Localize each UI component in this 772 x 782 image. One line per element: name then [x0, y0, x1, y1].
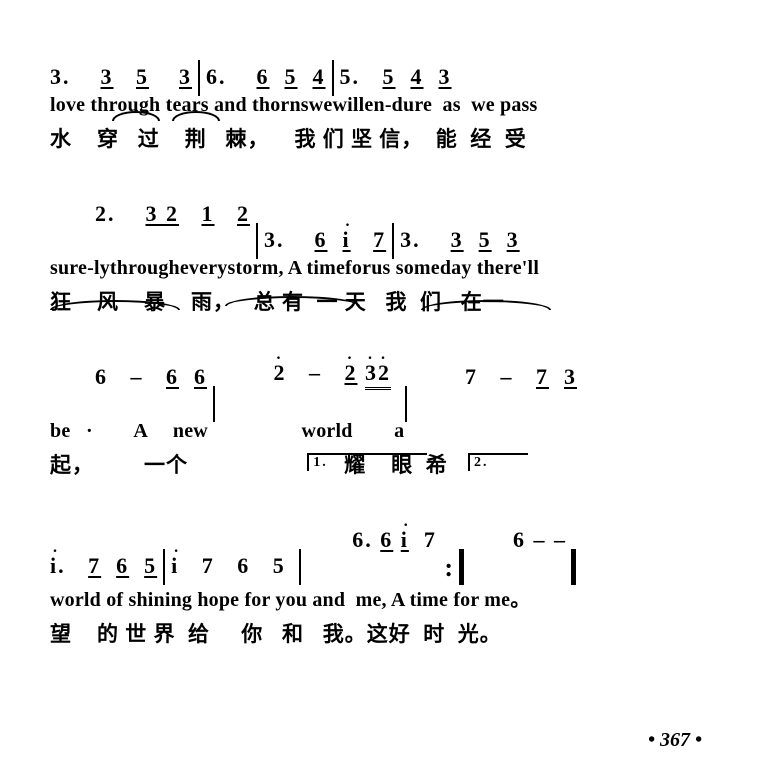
volta-second: 2.	[468, 453, 528, 471]
notation-row: 3. 3 5 3 6. 6 5 4 5. 5 4 3	[50, 50, 722, 90]
volta-first: 1.	[307, 453, 427, 471]
end-bar	[571, 549, 576, 585]
page-number: • 367 •	[648, 729, 702, 752]
notation-row: 2. 3 2 1 2 3. 6 i 7 3. 3 5 3	[50, 213, 722, 253]
notation-row: 6 – 6 6 2 – 2 32 7 – 7 3	[50, 376, 722, 416]
english-lyrics: world of shining hope for you and me, A …	[50, 583, 722, 612]
score-line-2: 2. 3 2 1 2 3. 6 i 7 3. 3 5 3 sure-lythro…	[50, 213, 722, 316]
score-line-4: i. 7 6 5 i 7 6 5 1. 6. 6 i 7 : 2. 6 – – …	[50, 539, 722, 648]
notation-row: i. 7 6 5 i 7 6 5 1. 6. 6 i 7 : 2. 6 – –	[50, 539, 722, 579]
chinese-lyrics: 望 的 世 界 给 你 和 我。这好 时 光。	[50, 618, 722, 648]
repeat-bar	[459, 549, 464, 585]
english-lyrics: be · A new world a	[50, 420, 722, 443]
english-lyrics: sure-lythrougheverystorm, A timeforus so…	[50, 257, 722, 280]
